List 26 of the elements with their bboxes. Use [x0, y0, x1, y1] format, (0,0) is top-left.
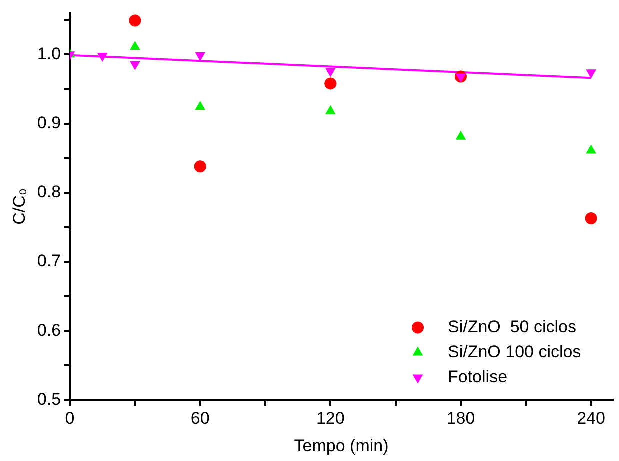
y-tick-label: 0.6 — [37, 320, 62, 340]
legend-label: Fotolise — [448, 367, 508, 386]
x-tick-label: 180 — [446, 409, 476, 428]
x-tick-label: 120 — [316, 409, 345, 428]
x-tick-label: 60 — [190, 409, 210, 428]
y-tick-label: 0.8 — [37, 182, 62, 202]
y-tick-label: 1.0 — [37, 44, 62, 64]
point — [324, 78, 337, 90]
point — [586, 70, 596, 79]
legend-label: Si/ZnO 100 ciclos — [448, 342, 582, 362]
point — [194, 160, 206, 173]
y-tick-label: 0.7 — [37, 252, 62, 271]
x-tick-label: 0 — [65, 409, 75, 428]
point — [129, 14, 142, 27]
y-tick-label: 0.9 — [37, 113, 62, 132]
y-axis-title: C/C₀ — [10, 188, 29, 225]
x-tick-label: 240 — [577, 409, 606, 428]
legend-label: Si/ZnO 50 ciclos — [448, 317, 576, 336]
y-tick-label: 0.5 — [37, 390, 62, 409]
point — [130, 61, 140, 70]
point — [195, 52, 206, 62]
point — [456, 74, 466, 83]
x-axis-title: Tempo (min) — [294, 436, 389, 456]
point — [585, 212, 598, 224]
point — [97, 53, 108, 62]
point — [325, 68, 336, 78]
